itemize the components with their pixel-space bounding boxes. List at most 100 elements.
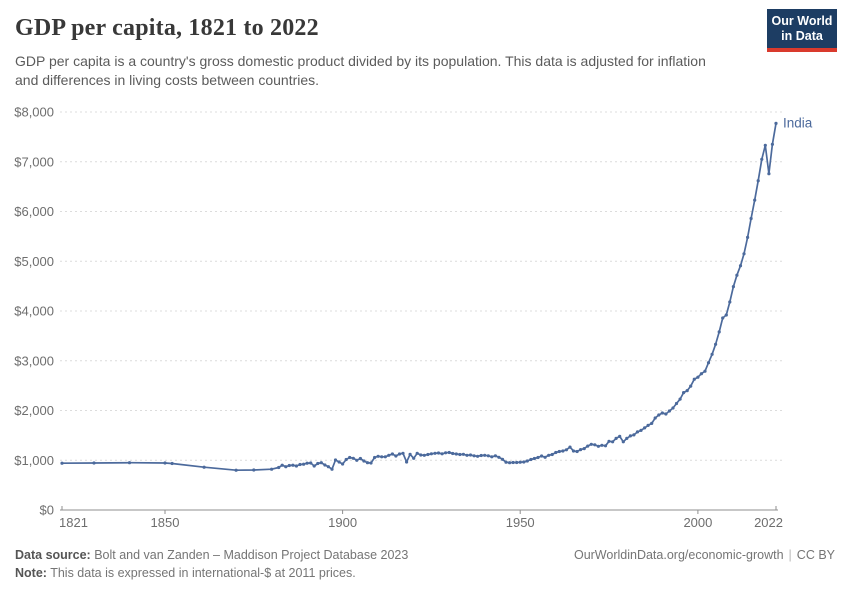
india-data-point <box>643 426 647 430</box>
data-source-line: Data source: Bolt and van Zanden – Maddi… <box>15 546 408 564</box>
india-data-point <box>294 464 298 468</box>
india-data-point <box>92 461 96 465</box>
owid-url-link[interactable]: OurWorldinData.org/economic-growth <box>573 548 784 562</box>
india-data-point <box>479 453 483 458</box>
x-tick-label: 2022 <box>754 515 783 530</box>
india-data-point <box>447 450 451 455</box>
india-data-point <box>742 252 746 256</box>
page-title: GDP per capita, 1821 to 2022 <box>15 15 319 41</box>
india-data-point <box>774 121 778 125</box>
india-line[interactable] <box>61 122 777 472</box>
india-data-point <box>593 443 597 447</box>
india-data-point <box>500 457 505 461</box>
india-data-point <box>270 467 274 471</box>
y-tick-label: $4,000 <box>14 304 54 319</box>
india-data-point <box>735 273 739 277</box>
footer-attribution: OurWorldinData.org/economic-growth | CC BY <box>574 548 835 562</box>
india-data-point <box>731 285 736 289</box>
india-data-point <box>277 465 281 470</box>
india-data-point <box>746 235 750 239</box>
india-data-point <box>607 439 611 443</box>
y-tick-label: $8,000 <box>14 105 54 120</box>
india-data-point <box>721 316 725 320</box>
india-data-point <box>550 452 554 457</box>
x-tick-label: 1821 <box>59 515 88 530</box>
india-data-point <box>682 391 686 395</box>
india-data-point <box>529 457 533 462</box>
india-data-point <box>575 449 579 454</box>
chart-footer: Data source: Bolt and van Zanden – Maddi… <box>15 546 408 582</box>
india-data-point <box>635 430 640 434</box>
india-data-point <box>508 461 512 465</box>
x-tick-label: 2000 <box>683 515 712 530</box>
y-tick-label: $0 <box>40 503 54 518</box>
y-tick-label: $1,000 <box>14 453 54 468</box>
india-data-point <box>650 421 654 425</box>
india-data-point <box>632 433 636 437</box>
india-data-point <box>468 453 473 457</box>
x-tick-label: 1900 <box>328 515 357 530</box>
india-data-point <box>515 460 519 465</box>
india-data-point <box>323 463 327 467</box>
india-data-point <box>394 454 398 458</box>
india-data-point <box>351 456 355 460</box>
india-data-point <box>600 443 604 447</box>
owid-logo[interactable]: Our World in Data <box>767 9 837 52</box>
india-data-point <box>618 434 622 438</box>
india-data-point <box>355 458 359 462</box>
india-data-point <box>589 442 593 446</box>
india-data-point <box>348 455 352 460</box>
india-data-point <box>540 454 544 458</box>
india-data-point <box>667 409 672 413</box>
india-data-point <box>678 397 682 401</box>
india-data-point <box>696 375 700 379</box>
india-data-point <box>596 444 601 448</box>
india-data-point <box>330 467 334 471</box>
india-data-point <box>291 463 295 467</box>
india-data-point <box>770 142 775 146</box>
y-tick-label: $2,000 <box>14 403 54 418</box>
india-data-point <box>444 451 448 455</box>
chart-subtitle: GDP per capita is a country's gross dome… <box>15 52 706 90</box>
india-data-point <box>465 453 469 457</box>
india-data-point <box>614 436 618 440</box>
india-data-point <box>319 461 323 465</box>
india-data-point <box>579 448 583 452</box>
india-data-point <box>383 455 387 459</box>
india-data-point <box>511 460 515 465</box>
india-data-point <box>660 411 664 415</box>
india-data-point <box>646 423 650 427</box>
india-data-point <box>586 444 590 448</box>
india-data-point <box>344 457 348 462</box>
owid-logo-line-1: Our World <box>771 14 833 28</box>
india-data-point <box>376 454 380 458</box>
india-data-point <box>603 444 608 448</box>
india-data-point <box>689 384 693 388</box>
license-link[interactable]: CC BY <box>796 548 835 562</box>
india-data-point <box>429 452 433 456</box>
india-data-point <box>280 463 284 467</box>
india-data-point <box>724 313 728 317</box>
india-data-point <box>373 455 377 460</box>
india-data-point <box>341 462 345 466</box>
india-data-point <box>674 401 679 406</box>
india-data-point <box>749 216 753 221</box>
note-label: Note: <box>15 566 47 580</box>
india-data-point <box>451 451 455 456</box>
india-data-point <box>358 456 362 461</box>
india-data-point <box>653 416 657 420</box>
india-data-point <box>554 450 558 455</box>
india-series-label[interactable]: India <box>783 115 813 130</box>
india-data-point <box>714 342 718 346</box>
india-data-point <box>486 454 490 458</box>
india-data-point <box>692 377 696 381</box>
india-data-point <box>412 456 416 460</box>
india-data-point <box>536 455 540 460</box>
india-data-point <box>362 459 366 463</box>
india-data-point <box>476 454 480 458</box>
india-data-point <box>611 440 615 444</box>
india-data-point <box>287 463 291 468</box>
y-tick-label: $6,000 <box>14 204 54 219</box>
